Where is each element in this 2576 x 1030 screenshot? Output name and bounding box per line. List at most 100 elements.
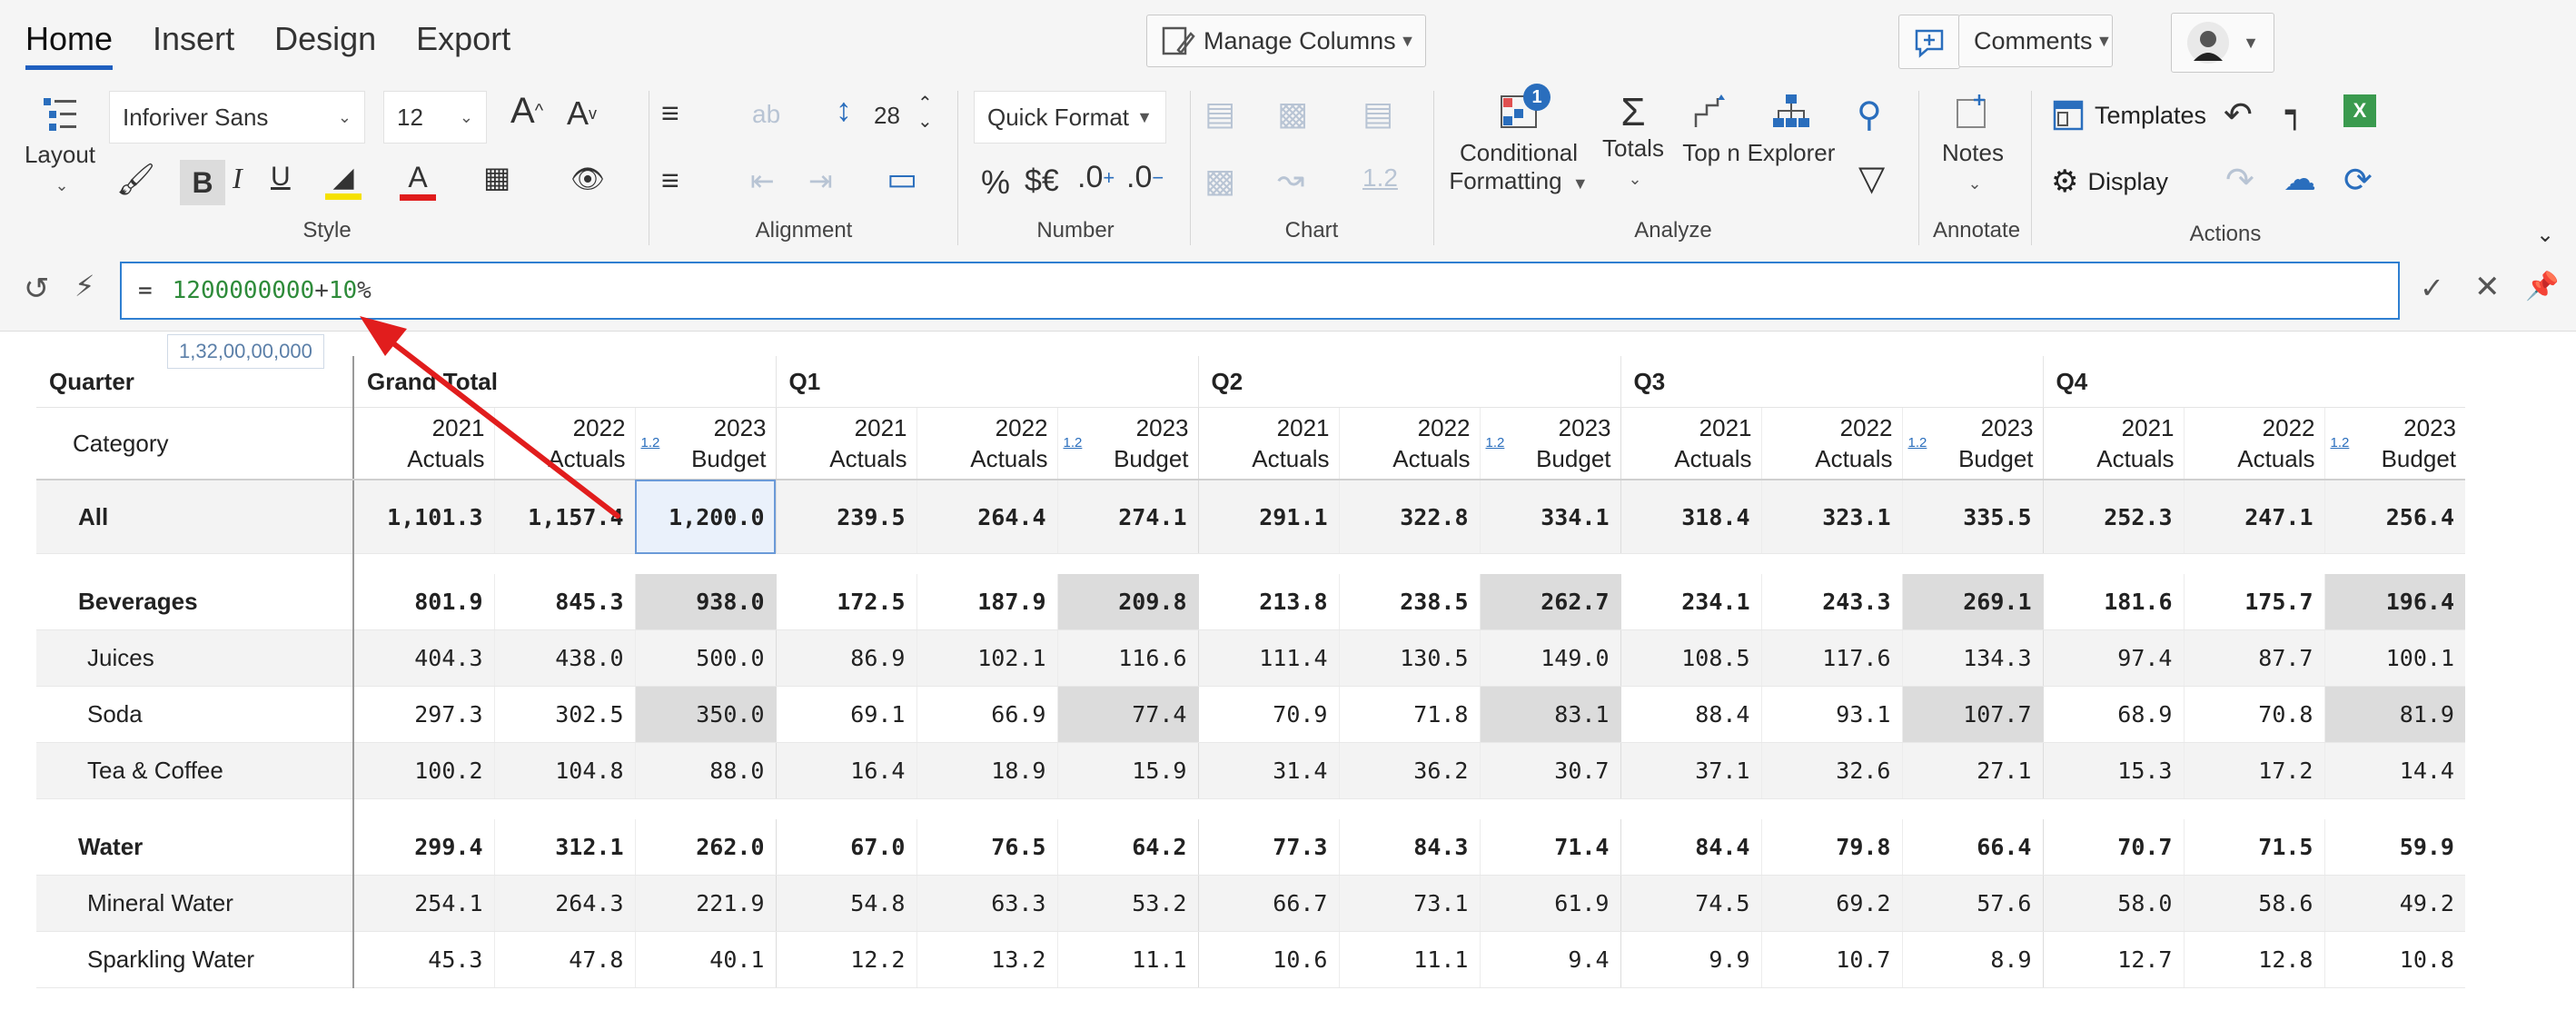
data-cell[interactable]: 149.0 bbox=[1479, 629, 1620, 687]
data-cell[interactable]: 117.6 bbox=[1760, 629, 1902, 687]
add-comment-button[interactable] bbox=[1898, 15, 1960, 69]
percent-icon[interactable]: % bbox=[981, 163, 1011, 201]
data-cell[interactable]: 71.8 bbox=[1338, 686, 1480, 743]
data-cell[interactable]: 12.8 bbox=[2183, 931, 2324, 988]
visibility-icon[interactable]: 👁 bbox=[570, 164, 606, 194]
header-q3[interactable]: Q3 bbox=[1620, 356, 2043, 408]
data-cell[interactable]: 77.4 bbox=[1056, 686, 1198, 743]
row-height-value[interactable]: 28 bbox=[874, 102, 900, 129]
data-cell[interactable]: 45.3 bbox=[352, 931, 494, 988]
totals-button[interactable]: Σ Totals ⌄ bbox=[1595, 91, 1671, 191]
data-cell[interactable]: 17.2 bbox=[2183, 742, 2324, 799]
header-grand-total[interactable]: Grand Total bbox=[352, 356, 776, 408]
variance-marker-icon[interactable]: 1.2 bbox=[1485, 435, 1505, 451]
data-cell[interactable]: 84.4 bbox=[1620, 819, 1761, 876]
excel-icon[interactable]: X bbox=[2343, 94, 2376, 127]
data-cell[interactable]: 13.2 bbox=[916, 931, 1057, 988]
data-cell[interactable]: 264.4 bbox=[916, 480, 1057, 554]
data-cell[interactable]: 36.2 bbox=[1338, 742, 1480, 799]
data-cell[interactable]: 213.8 bbox=[1197, 574, 1339, 630]
data-cell[interactable]: 239.5 bbox=[775, 480, 916, 554]
column-header[interactable]: 1.2 2023 Budget bbox=[2323, 407, 2465, 480]
increase-decimal-icon[interactable]: .0 + bbox=[1077, 160, 1115, 194]
column-header[interactable]: 2022 Actuals bbox=[1760, 407, 1902, 480]
tab-home[interactable]: Home bbox=[25, 20, 114, 70]
fill-color-icon[interactable]: ◢ bbox=[323, 158, 363, 203]
data-cell[interactable]: 12.7 bbox=[2042, 931, 2184, 988]
formula-input[interactable]: = 1200000000 + 10 % bbox=[120, 262, 2400, 320]
data-cell[interactable]: 274.1 bbox=[1056, 480, 1198, 554]
data-cell[interactable]: 1,157.4 bbox=[493, 480, 635, 554]
data-cell[interactable]: 102.1 bbox=[916, 629, 1057, 687]
tab-insert[interactable]: Insert bbox=[153, 20, 235, 57]
font-family-select[interactable]: Inforiver Sans ⌄ bbox=[109, 91, 365, 144]
increase-font-icon[interactable]: A ^ bbox=[510, 91, 544, 131]
header-q4[interactable]: Q4 bbox=[2042, 356, 2465, 408]
column-header[interactable]: 2022 Actuals bbox=[1338, 407, 1480, 480]
data-cell[interactable]: 264.3 bbox=[493, 875, 635, 932]
data-cell[interactable]: 438.0 bbox=[493, 629, 635, 687]
reset-icon[interactable]: ↺ bbox=[24, 272, 50, 306]
data-cell[interactable]: 93.1 bbox=[1760, 686, 1902, 743]
data-cell[interactable]: 97.4 bbox=[2042, 629, 2184, 687]
data-cell[interactable]: 845.3 bbox=[493, 574, 635, 630]
data-cell[interactable]: 108.5 bbox=[1620, 629, 1761, 687]
data-cell[interactable]: 54.8 bbox=[775, 875, 916, 932]
data-cell[interactable]: 111.4 bbox=[1197, 629, 1339, 687]
header-q1[interactable]: Q1 bbox=[775, 356, 1198, 408]
lightning-icon[interactable]: ⚡ bbox=[74, 270, 95, 302]
currency-icon[interactable]: $€ bbox=[1025, 163, 1059, 198]
column-header[interactable]: 2021 Actuals bbox=[2042, 407, 2184, 480]
column-header[interactable]: 2021 Actuals bbox=[1197, 407, 1339, 480]
topn-button[interactable]: Top n bbox=[1673, 91, 1749, 167]
column-header[interactable]: 1.2 2023 Budget bbox=[1901, 407, 2043, 480]
data-cell[interactable]: 1,101.3 bbox=[352, 480, 494, 554]
row-label[interactable]: Juices bbox=[36, 629, 354, 687]
data-cell[interactable]: 31.4 bbox=[1197, 742, 1339, 799]
data-cell[interactable]: 130.5 bbox=[1338, 629, 1480, 687]
data-cell[interactable]: 11.1 bbox=[1056, 931, 1198, 988]
data-cell[interactable]: 322.8 bbox=[1338, 480, 1480, 554]
undo-icon[interactable]: ↶ bbox=[2224, 96, 2253, 134]
row-label[interactable]: Tea & Coffee bbox=[36, 742, 354, 799]
data-cell[interactable]: 181.6 bbox=[2042, 574, 2184, 630]
confirm-icon[interactable]: ✓ bbox=[2420, 272, 2444, 304]
row-label[interactable]: Soda bbox=[36, 686, 354, 743]
data-cell[interactable]: 134.3 bbox=[1901, 629, 2043, 687]
notes-button[interactable]: Notes ⌄ bbox=[1931, 91, 2015, 195]
data-cell[interactable]: 9.4 bbox=[1479, 931, 1620, 988]
conditional-formatting-button[interactable]: 1 Conditional Formatting ▼ bbox=[1446, 84, 1591, 195]
data-cell[interactable]: 70.9 bbox=[1197, 686, 1339, 743]
header-q2[interactable]: Q2 bbox=[1197, 356, 1620, 408]
borders-icon[interactable]: ▦ bbox=[483, 161, 511, 193]
quick-format-select[interactable]: Quick Format ▼ bbox=[974, 91, 1166, 144]
variance-marker-icon[interactable]: 1.2 bbox=[640, 435, 660, 451]
column-header[interactable]: 2022 Actuals bbox=[493, 407, 635, 480]
data-cell[interactable]: 14.4 bbox=[2323, 742, 2465, 799]
data-cell[interactable]: 57.6 bbox=[1901, 875, 2043, 932]
data-cell[interactable]: 234.1 bbox=[1620, 574, 1761, 630]
data-cell[interactable]: 86.9 bbox=[775, 629, 916, 687]
data-cell[interactable]: 76.5 bbox=[916, 819, 1057, 876]
data-cell[interactable]: 221.9 bbox=[634, 875, 776, 932]
data-cell[interactable]: 64.2 bbox=[1056, 819, 1198, 876]
data-cell[interactable]: 83.1 bbox=[1479, 686, 1620, 743]
data-cell[interactable]: 500.0 bbox=[634, 629, 776, 687]
data-cell[interactable]: 9.9 bbox=[1620, 931, 1761, 988]
row-label[interactable]: Sparkling Water bbox=[36, 931, 354, 988]
cell-size-icon[interactable]: ▭ bbox=[887, 160, 918, 197]
data-cell[interactable]: 58.6 bbox=[2183, 875, 2324, 932]
data-cell[interactable]: 32.6 bbox=[1760, 742, 1902, 799]
italic-icon[interactable]: I bbox=[233, 162, 243, 194]
data-cell[interactable]: 312.1 bbox=[493, 819, 635, 876]
data-cell[interactable]: 175.7 bbox=[2183, 574, 2324, 630]
user-menu[interactable]: ▼ bbox=[2171, 13, 2274, 73]
data-cell[interactable]: 61.9 bbox=[1479, 875, 1620, 932]
row-label[interactable]: Water bbox=[36, 819, 354, 876]
data-cell[interactable]: 66.4 bbox=[1901, 819, 2043, 876]
variance-marker-icon[interactable]: 1.2 bbox=[2330, 435, 2350, 451]
data-cell[interactable]: 269.1 bbox=[1901, 574, 2043, 630]
row-height-icon[interactable]: ↕ bbox=[836, 91, 852, 128]
column-header[interactable]: 2021 Actuals bbox=[775, 407, 916, 480]
